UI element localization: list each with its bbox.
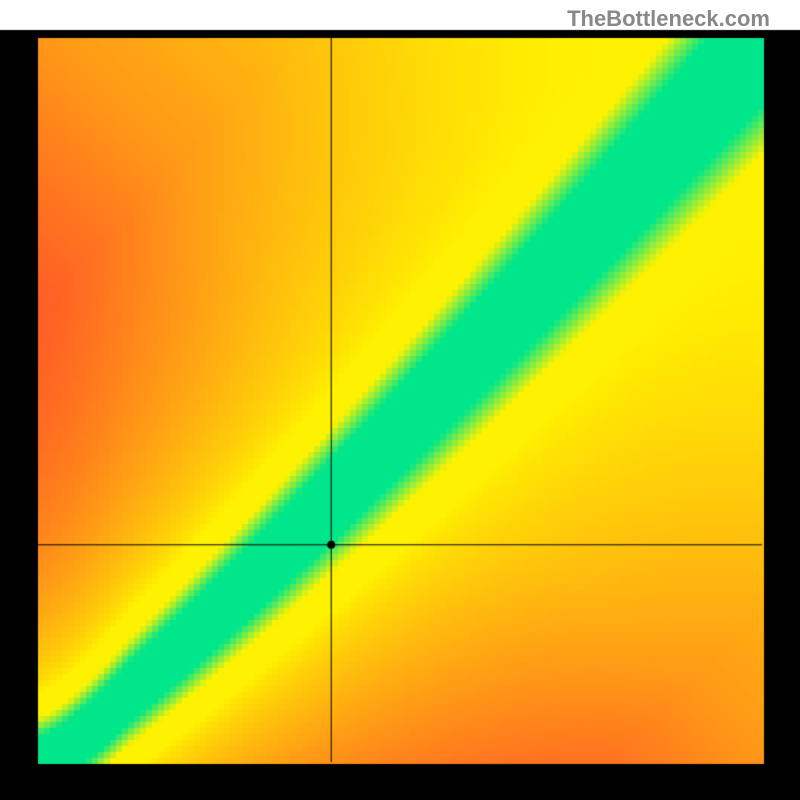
- chart-container: TheBottleneck.com: [0, 0, 800, 800]
- bottleneck-heatmap: [0, 0, 800, 800]
- watermark-text: TheBottleneck.com: [567, 6, 770, 32]
